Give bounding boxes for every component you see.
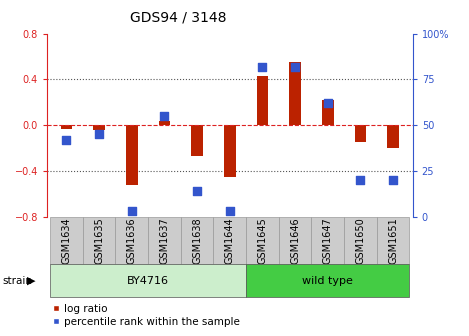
Point bbox=[357, 177, 364, 183]
Legend: log ratio, percentile rank within the sample: log ratio, percentile rank within the sa… bbox=[47, 299, 244, 331]
Point bbox=[389, 177, 397, 183]
Bar bbox=[224, 125, 235, 177]
Bar bbox=[213, 217, 246, 264]
Bar bbox=[83, 217, 115, 264]
Point bbox=[226, 209, 234, 214]
Bar bbox=[246, 264, 409, 297]
Text: BY4716: BY4716 bbox=[127, 276, 169, 286]
Text: GSM1650: GSM1650 bbox=[356, 217, 365, 264]
Text: strain: strain bbox=[2, 276, 32, 286]
Bar bbox=[93, 125, 105, 130]
Bar bbox=[279, 217, 311, 264]
Bar bbox=[148, 217, 181, 264]
Point bbox=[95, 132, 103, 137]
Point bbox=[128, 209, 136, 214]
Point bbox=[291, 64, 299, 69]
Text: GSM1638: GSM1638 bbox=[192, 217, 202, 263]
Bar bbox=[257, 76, 268, 125]
Bar bbox=[377, 217, 409, 264]
Text: GDS94 / 3148: GDS94 / 3148 bbox=[130, 10, 227, 24]
Text: GSM1646: GSM1646 bbox=[290, 217, 300, 263]
Text: GSM1634: GSM1634 bbox=[61, 217, 71, 263]
Text: GSM1644: GSM1644 bbox=[225, 217, 235, 263]
Bar bbox=[322, 100, 333, 125]
Text: GSM1636: GSM1636 bbox=[127, 217, 137, 263]
Text: GSM1635: GSM1635 bbox=[94, 217, 104, 264]
Bar bbox=[191, 125, 203, 156]
Text: ▶: ▶ bbox=[27, 276, 36, 286]
Bar bbox=[159, 121, 170, 125]
Bar bbox=[181, 217, 213, 264]
Point bbox=[324, 100, 332, 106]
Point bbox=[259, 64, 266, 69]
Text: GSM1651: GSM1651 bbox=[388, 217, 398, 264]
Point bbox=[63, 137, 70, 142]
Text: GSM1645: GSM1645 bbox=[257, 217, 267, 264]
Point bbox=[161, 113, 168, 119]
Bar bbox=[355, 125, 366, 142]
Bar bbox=[50, 264, 246, 297]
Bar bbox=[126, 125, 137, 185]
Text: GSM1647: GSM1647 bbox=[323, 217, 333, 264]
Point bbox=[193, 188, 201, 194]
Bar bbox=[311, 217, 344, 264]
Bar bbox=[289, 62, 301, 125]
Bar bbox=[387, 125, 399, 148]
Bar bbox=[61, 125, 72, 129]
Bar bbox=[50, 217, 83, 264]
Bar bbox=[344, 217, 377, 264]
Text: wild type: wild type bbox=[303, 276, 353, 286]
Text: GSM1637: GSM1637 bbox=[159, 217, 169, 264]
Bar bbox=[246, 217, 279, 264]
Bar bbox=[115, 217, 148, 264]
